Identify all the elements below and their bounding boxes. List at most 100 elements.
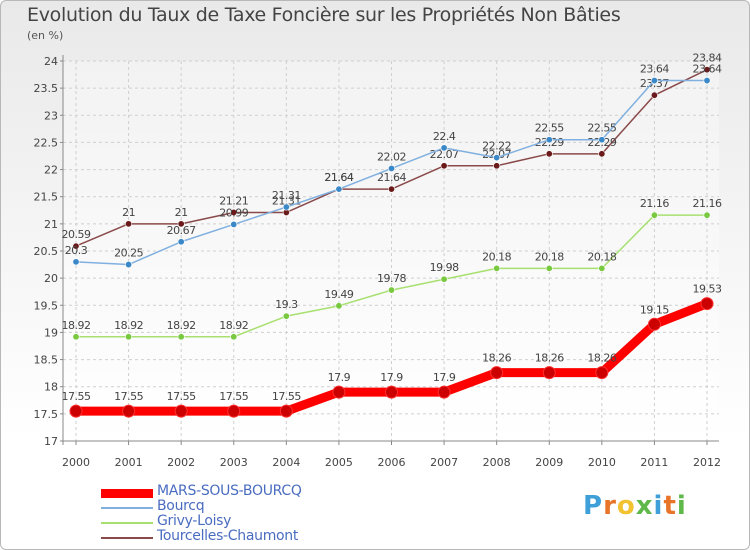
data-label: 19.3 [275,298,298,311]
legend-label: Tourcelles-Chaumont [157,528,299,544]
data-point [332,385,346,399]
data-label: 21 [175,206,188,219]
data-label: 22.4 [433,130,456,143]
data-label: 18.26 [535,352,564,365]
data-point [72,242,80,250]
data-point [385,385,398,399]
y-tick-label: 18 [44,381,58,394]
data-label: 20.67 [167,224,196,237]
data-label: 20.18 [587,250,616,263]
y-tick-label: 18.5 [34,354,59,367]
data-label: 18.92 [62,319,91,332]
y-tick-label: 24 [44,55,58,68]
data-point [595,366,609,380]
data-label: 20.18 [482,250,511,263]
x-tick-label: 2008 [483,456,511,469]
data-label: 19.15 [640,303,669,316]
data-label: 21.64 [377,171,406,184]
logo-letter: r [603,491,617,521]
x-tick-label: 2006 [378,456,406,469]
data-point [230,208,238,216]
data-label: 17.55 [114,390,143,403]
data-label: 21.64 [324,171,353,184]
data-label: 17.55 [272,390,301,403]
data-label: 20.18 [535,250,564,263]
logo-letter: i [653,491,664,521]
data-point [177,333,185,341]
y-tick-label: 21 [44,218,58,231]
y-tick-label: 17.5 [34,408,59,421]
data-point [493,162,501,170]
data-point [335,302,343,310]
data-point [598,136,606,144]
y-tick-label: 22 [44,164,58,177]
x-tick-label: 2005 [325,456,353,469]
data-point [125,261,133,269]
data-point [282,203,290,211]
data-label: 22.55 [587,122,616,135]
data-point [387,185,395,193]
logo-letter: i [676,491,687,521]
x-tick-label: 2009 [535,456,563,469]
data-label: 21.16 [693,197,722,210]
logo-letter: x [635,491,654,521]
data-point [125,333,133,341]
data-label: 17.9 [328,371,351,384]
x-tick-label: 2002 [167,456,195,469]
data-label: 19.78 [377,272,406,285]
data-label: 21.64 [324,171,353,184]
data-point [125,220,133,228]
data-label: 17.9 [380,371,403,384]
data-point [647,317,661,331]
legend-swatch [101,489,153,498]
data-label: 20.59 [62,228,91,241]
data-point [227,404,241,418]
data-label: 18.92 [219,319,248,332]
legend-swatch [101,537,153,539]
data-point [230,333,238,341]
legend-swatch [101,522,153,524]
y-tick-label: 19.5 [34,299,59,312]
data-point [335,185,343,193]
data-point [650,91,658,99]
data-point [282,312,290,320]
data-label: 21 [122,206,135,219]
data-point [490,366,504,380]
data-point [545,136,553,144]
x-tick-label: 2003 [220,456,248,469]
data-point [493,154,501,162]
data-point [703,66,711,74]
data-label: 17.55 [219,390,248,403]
data-label: 22.02 [377,150,406,163]
data-label: 22.22 [482,140,511,153]
data-label: 21.16 [640,197,669,210]
data-label: 18.26 [482,352,511,365]
data-label: 18.92 [114,319,143,332]
data-label: 23.84 [693,52,722,65]
data-point [703,77,711,85]
y-tick-label: 17 [44,435,58,448]
data-label: 20.25 [114,247,143,260]
data-point [387,286,395,294]
data-point [440,275,448,283]
data-point [230,220,238,228]
x-tick-label: 2011 [640,456,668,469]
data-point [650,211,658,219]
x-tick-label: 2010 [588,456,616,469]
logo-letter: o [616,491,636,521]
data-point [72,258,80,266]
data-label: 21.31 [272,189,301,202]
y-tick-label: 19 [44,326,58,339]
y-tick-label: 20 [44,272,58,285]
chart-title: Evolution du Taux de Taxe Foncière sur l… [27,4,621,26]
y-tick-label: 23.5 [34,82,59,95]
data-point [174,404,188,418]
y-tick-label: 23 [44,109,58,122]
data-point [493,264,501,272]
logo-letter: t [663,491,677,521]
x-tick-label: 2007 [430,456,458,469]
data-label: 17.55 [167,390,196,403]
data-label: 19.53 [693,283,722,296]
